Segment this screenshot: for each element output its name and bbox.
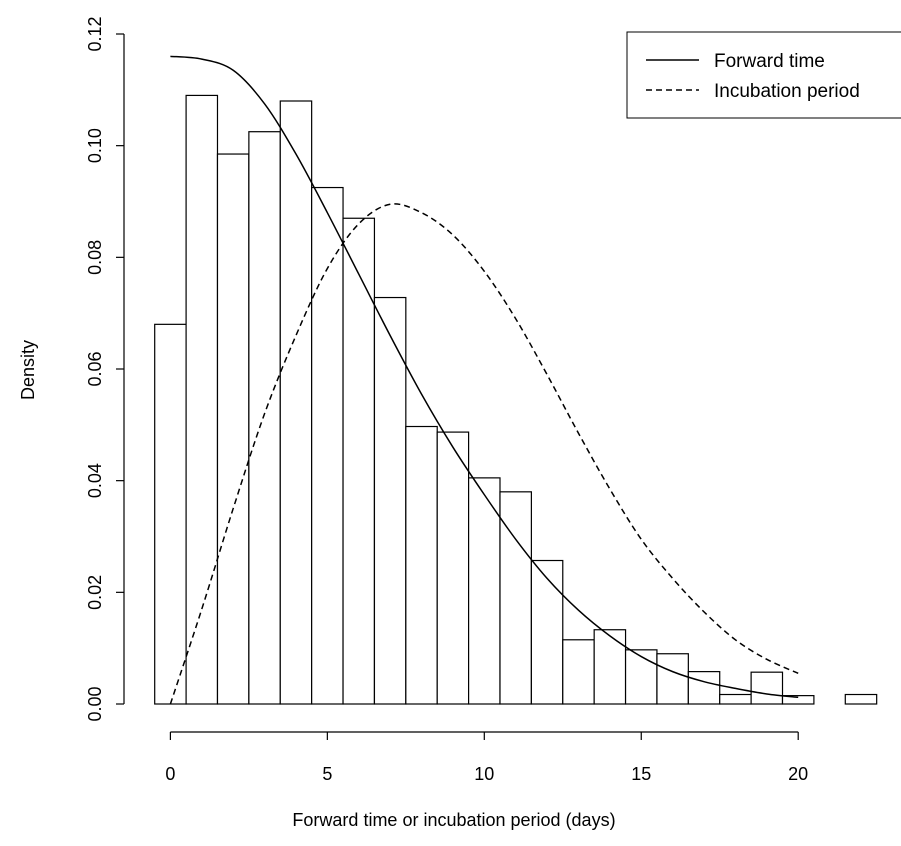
x-tick-label: 20 — [788, 764, 808, 784]
x-tick-label: 10 — [474, 764, 494, 784]
histogram-bar — [687, 671, 721, 705]
y-tick-label: 0.12 — [85, 16, 105, 51]
y-tick-label: 0.06 — [85, 351, 105, 386]
density-curves — [169, 55, 799, 705]
x-tick-label: 15 — [631, 764, 651, 784]
histogram-bar — [248, 131, 281, 705]
histogram-bar — [436, 431, 470, 705]
legend-incubation-period-label: Incubation period — [714, 81, 860, 102]
y-tick-label: 0.02 — [85, 575, 105, 610]
y-axis-label: Density — [18, 340, 38, 400]
histogram-bar — [624, 649, 658, 705]
histogram-bar — [342, 217, 376, 705]
y-ticks: 0.00 0.02 0.04 0.06 0.08 0.10 0.12 — [85, 16, 124, 722]
y-axis: 0.00 0.02 0.04 0.06 0.08 0.10 0.12 — [85, 16, 125, 722]
histogram-bar — [405, 425, 438, 705]
histogram-bar — [311, 186, 344, 705]
histogram-bar — [562, 639, 595, 705]
y-tick-label: 0.00 — [85, 686, 105, 721]
legend-forward-time-label: Forward time — [714, 51, 825, 72]
histogram-bar — [530, 559, 564, 705]
y-tick-label: 0.04 — [85, 463, 105, 498]
legend: Forward time Incubation period — [626, 31, 901, 119]
x-tick-label: 5 — [322, 764, 332, 784]
y-tick-label: 0.08 — [85, 240, 105, 275]
x-tick-label: 0 — [165, 764, 175, 784]
histogram-bar — [844, 693, 878, 705]
histogram-bar — [373, 296, 407, 705]
x-axis: 0 5 10 15 20 — [165, 731, 808, 784]
x-ticks: 0 5 10 15 20 — [165, 732, 808, 784]
histogram-bar — [185, 94, 219, 705]
histogram-bar — [279, 100, 313, 705]
histogram-bars — [154, 94, 878, 705]
forward-time-curve — [170, 55, 799, 699]
histogram-bar — [719, 693, 752, 705]
histogram-bar — [593, 629, 627, 705]
histogram-bar — [154, 323, 187, 705]
x-axis-label: Forward time or incubation period (days) — [292, 810, 615, 830]
y-tick-label: 0.10 — [85, 128, 105, 163]
histogram-bar — [750, 671, 784, 705]
incubation-period-curve — [169, 203, 799, 705]
histogram-bar — [781, 695, 815, 705]
histogram-bar — [499, 491, 532, 705]
histogram-bar — [656, 653, 689, 705]
histogram-bar — [468, 477, 501, 705]
legend-box — [626, 31, 901, 119]
histogram-bar — [216, 153, 250, 705]
